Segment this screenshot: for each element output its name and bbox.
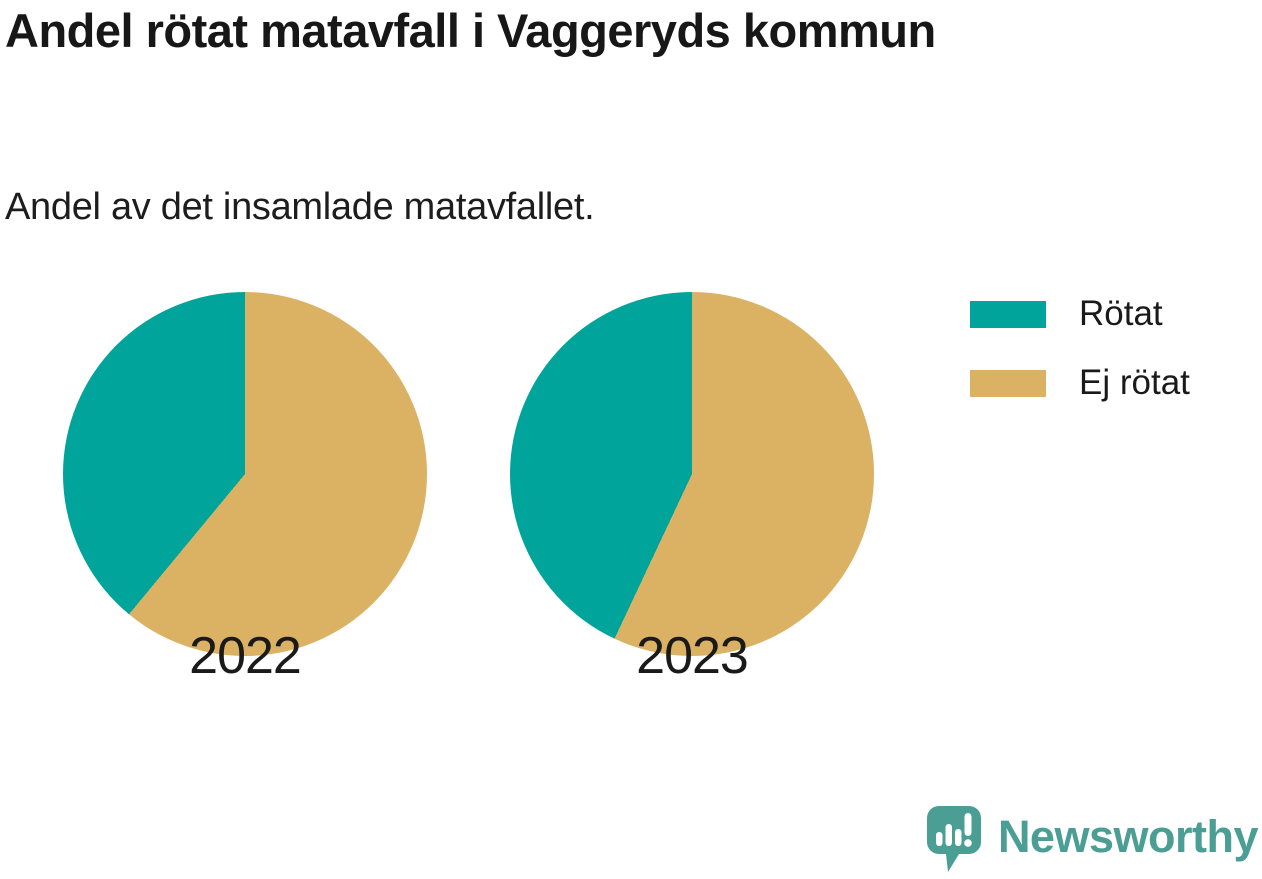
newsworthy-logo: Newsworthy [926,805,1259,877]
legend-item-ej-rotat: Ej rötat [970,363,1190,403]
legend-swatch-rotat [970,300,1046,328]
legend-swatch-ej-rotat [970,369,1046,397]
chart-subtitle: Andel av det insamlade matavfallet. [5,186,595,228]
legend-label-ej-rotat: Ej rötat [1079,363,1190,402]
pie-label-2023: 2023 [636,627,749,685]
chart-title: Andel rötat matavfall i Vaggeryds kommun [5,4,936,57]
pie-2023 [510,292,874,656]
bar-chart-speech-bubble-icon [926,805,998,877]
legend: Rötat Ej rötat [970,294,1190,432]
pie-label-2022: 2022 [189,627,302,685]
pie-2022 [63,292,427,656]
logo-text: Newsworthy [997,810,1259,862]
legend-label-rotat: Rötat [1079,294,1163,333]
legend-item-rotat: Rötat [970,294,1190,334]
